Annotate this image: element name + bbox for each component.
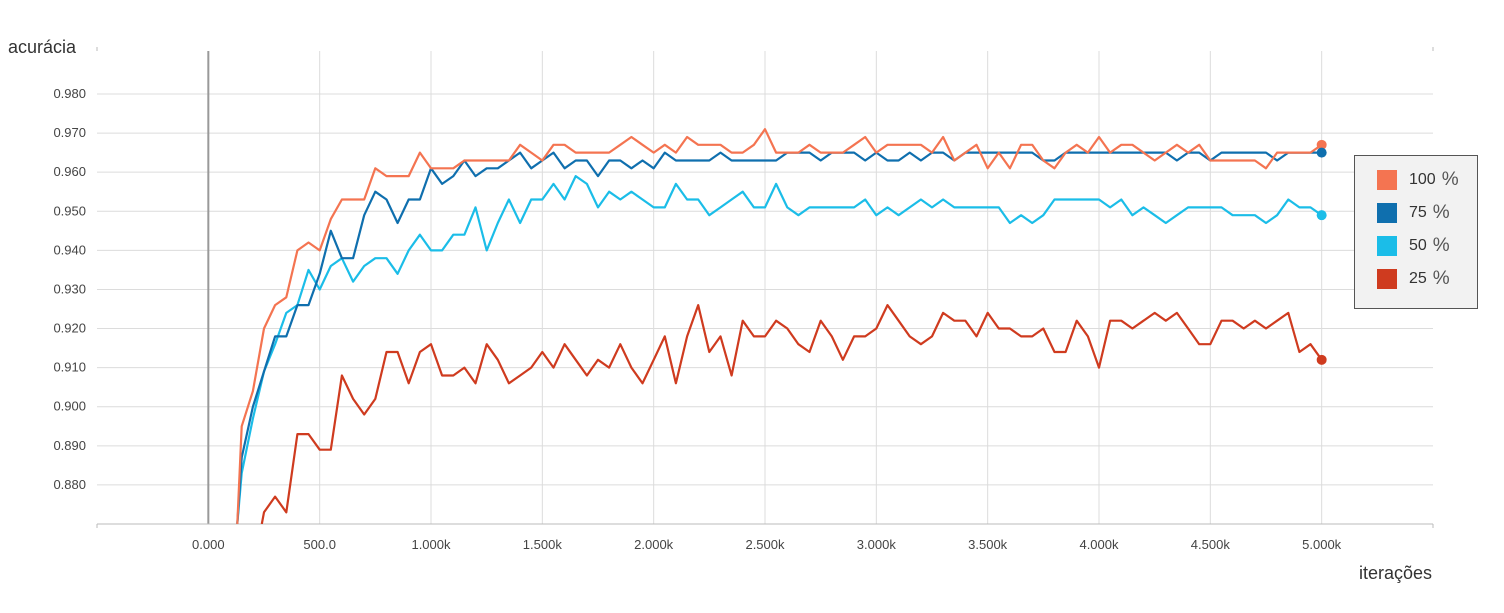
- legend-swatch-50: [1377, 236, 1397, 256]
- x-axis-title: iterações: [1359, 563, 1432, 583]
- x-tick-label: 3.000k: [857, 537, 897, 552]
- y-tick-label: 0.970: [53, 125, 86, 140]
- legend-unit-75: %: [1432, 202, 1450, 223]
- legend-item-25: 25 %: [1377, 267, 1450, 291]
- legend-item-100: 100 %: [1377, 168, 1459, 192]
- series-endpoint-75: [1316, 147, 1327, 158]
- x-tick-label: 0.000: [192, 537, 225, 552]
- y-tick-label: 0.900: [53, 399, 86, 414]
- legend-swatch-100: [1377, 170, 1397, 190]
- legend-swatch-75: [1377, 203, 1397, 223]
- series-endpoint-100: [1316, 139, 1327, 150]
- y-tick-label: 0.910: [53, 360, 86, 375]
- x-tick-label: 4.500k: [1191, 537, 1231, 552]
- x-tick-label: 1.000k: [411, 537, 451, 552]
- legend-item-50: 50 %: [1377, 234, 1450, 258]
- legend-label-50: 50: [1409, 237, 1427, 254]
- series-endpoint-25: [1316, 354, 1327, 365]
- legend-unit-50: %: [1432, 235, 1450, 256]
- x-tick-label: 5.000k: [1302, 537, 1342, 552]
- series-endpoint-50: [1316, 210, 1327, 221]
- y-tick-label: 0.980: [53, 86, 86, 101]
- y-tick-label: 0.880: [53, 477, 86, 492]
- y-tick-label: 0.940: [53, 242, 86, 257]
- tick-labels: 0.880 0.890 0.900 0.910 0.920 0.930 0.940 0.950…: [53, 86, 1341, 552]
- series-line-50: [236, 175, 1323, 524]
- legend-unit-100: %: [1441, 169, 1459, 190]
- legend-item-75: 75 %: [1377, 201, 1450, 225]
- x-tick-label: 4.000k: [1079, 537, 1119, 552]
- x-tick-label: 500.0: [303, 537, 336, 552]
- axes: [96, 47, 1434, 528]
- series-lines: [236, 128, 1323, 524]
- legend-label-75: 75: [1409, 204, 1427, 221]
- x-tick-label: 2.500k: [745, 537, 785, 552]
- y-tick-label: 0.950: [53, 203, 86, 218]
- y-tick-label: 0.890: [53, 438, 86, 453]
- y-tick-label: 0.920: [53, 321, 86, 336]
- series-line-100: [236, 128, 1323, 524]
- y-tick-label: 0.960: [53, 164, 86, 179]
- x-tick-label: 2.000k: [634, 537, 674, 552]
- y-tick-label: 0.930: [53, 281, 86, 296]
- grid-lines: [97, 51, 1433, 524]
- legend: 100 % 75 % 50 % 25 %: [1354, 155, 1478, 309]
- x-tick-label: 1.500k: [523, 537, 563, 552]
- x-tick-label: 3.500k: [968, 537, 1008, 552]
- legend-label-25: 25: [1409, 270, 1427, 287]
- legend-label-100: 100: [1409, 171, 1436, 188]
- series-line-25: [260, 304, 1323, 524]
- series-line-75: [236, 151, 1322, 524]
- y-axis-title: acurácia: [8, 37, 77, 57]
- legend-unit-25: %: [1432, 268, 1450, 289]
- legend-swatch-25: [1377, 269, 1397, 289]
